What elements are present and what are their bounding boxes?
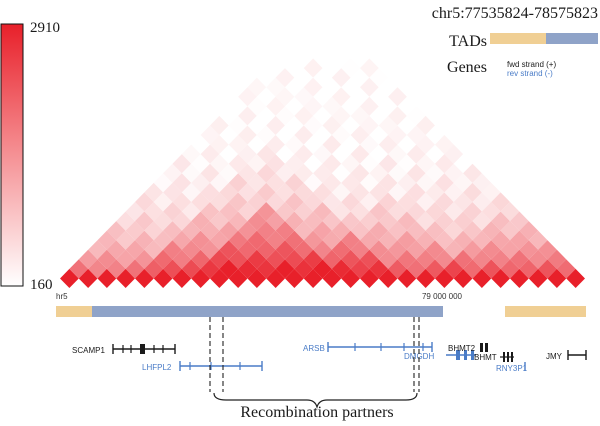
- region-coordinate: chr5:77535824-78575823: [432, 5, 598, 22]
- tad-segment: [505, 306, 586, 317]
- chromosome-label: hr5: [56, 292, 68, 301]
- gene-lhfpl2: LHFPL2: [142, 361, 263, 372]
- recombination-brace: [213, 392, 418, 410]
- gene-rny3p1: RNY3P1: [496, 362, 528, 373]
- gene-arsb: ARSB: [303, 342, 433, 353]
- gene-track: SCAMP1 LHFPL2 ARSB: [72, 342, 587, 373]
- tad-segment: [56, 306, 92, 317]
- axis-tick-label: 79 000 000: [422, 292, 463, 301]
- gene-label: RNY3P1: [496, 364, 528, 373]
- gene-bhmt: BHMT: [474, 352, 514, 362]
- tads-legend-label: TADs: [449, 33, 487, 50]
- tad-track: [56, 306, 586, 317]
- gene-scamp1: SCAMP1: [72, 344, 176, 355]
- gene-dmgdh: DMGDH: [404, 350, 476, 361]
- tads-legend-swatch-b: [546, 33, 598, 44]
- gene-label: LHFPL2: [142, 363, 172, 372]
- recombination-partners-label: Recombination partners: [240, 404, 393, 421]
- tad-segment: [92, 306, 443, 317]
- tads-legend-swatch-a: [490, 33, 546, 44]
- gene-label: DMGDH: [404, 352, 434, 361]
- fwd-strand-legend: fwd strand (+): [507, 60, 556, 69]
- gene-label: BHMT2: [448, 344, 476, 353]
- breakpoint-lines: [209, 317, 420, 392]
- hic-contact-heatmap: [60, 58, 585, 288]
- gene-label: ARSB: [303, 344, 325, 353]
- gene-bhmt2: BHMT2: [448, 343, 488, 353]
- genes-legend-label: Genes: [447, 59, 487, 76]
- gene-label: BHMT: [474, 353, 497, 362]
- gene-label: JMY: [546, 352, 563, 361]
- gene-label: SCAMP1: [72, 346, 105, 355]
- colorbar: [0, 23, 24, 287]
- heatmap-cell: [566, 268, 585, 288]
- colorbar-max-label: 2910: [30, 20, 60, 36]
- colorbar-min-label: 160: [30, 277, 53, 293]
- rev-strand-legend: rev strand (-): [507, 69, 553, 78]
- gene-jmy: JMY: [546, 350, 587, 361]
